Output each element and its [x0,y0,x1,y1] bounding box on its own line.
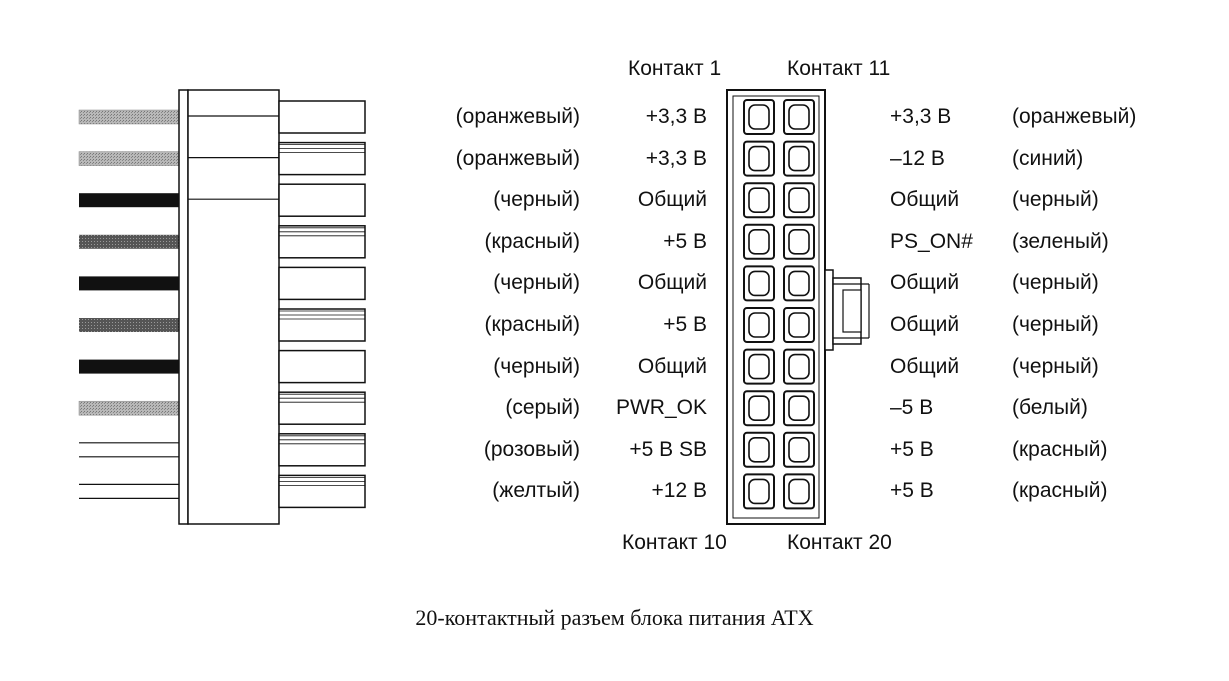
side-terminal [278,349,366,384]
left-wire-color: (красный) [484,229,580,253]
right-wire-color: (синий) [1012,146,1084,170]
side-terminal [278,141,366,176]
wire [78,400,180,416]
pin-left-column [743,431,775,468]
pin-left-column [743,140,775,177]
right-pin-signal: +5 В [890,479,934,503]
figure-caption: 20-контактный разъем блока питания ATX [415,605,814,630]
wire [79,276,179,291]
header-contact-20: Контакт 20 [787,531,892,554]
pin-left-column [743,348,775,385]
header-contact-1: Контакт 1 [628,57,722,80]
left-pin-signal: +12 В [651,479,707,503]
pin-right-column [783,99,815,135]
left-wire-color: (серый) [505,396,580,420]
left-wire-color: (черный) [493,354,580,378]
pin-left-column [743,182,775,219]
pin-left-column [743,265,775,302]
right-wire-color: (черный) [1012,188,1099,212]
connector-front-face [726,89,870,525]
pin-right-column [783,473,815,510]
header-contact-10: Контакт 10 [622,531,727,554]
wire [79,483,179,499]
left-pin-signal: +3,3 В [645,105,707,128]
side-terminal [278,266,366,301]
right-pin-signal: +5 В [890,437,934,461]
right-wire-color: (черный) [1012,354,1099,378]
left-pin-signal: +5 В [663,313,707,336]
right-wire-color: (оранжевый) [1012,105,1137,128]
side-terminal [278,308,366,342]
right-pin-signal: Общий [890,188,960,212]
right-pin-signal: PS_ON# [890,229,973,253]
left-wire-color: (оранжевый) [455,146,580,170]
right-wire-color: (красный) [1012,437,1108,461]
left-wire-color: (красный) [484,313,580,336]
pin-left-column [743,223,775,260]
wire [78,151,180,166]
side-terminal [278,391,366,425]
header-contact-11: Контакт 11 [787,57,891,80]
wire [78,109,180,125]
right-wire-color: (красный) [1012,479,1108,503]
left-wire-color: (розовый) [483,437,580,461]
left-pin-signal: Общий [637,188,707,212]
left-pin-signal: +5 В [663,229,707,253]
side-terminal [278,433,366,467]
pin-left-column [743,307,775,343]
wire [79,234,179,249]
wire-bundle [78,109,180,499]
pin-right-column [783,431,815,468]
right-pin-signal: Общий [890,354,960,378]
left-pin-signal: Общий [637,354,707,378]
left-wire-color: (черный) [493,271,580,295]
right-pin-signal: Общий [890,313,960,336]
right-pin-signal: –12 В [890,146,945,170]
wire [79,442,179,458]
pin-right-column [783,348,815,385]
connector-side-housing [178,89,366,525]
pin-left-column [743,390,775,427]
left-wire-color: (черный) [493,188,580,212]
left-pin-signal: PWR_OK [615,396,707,420]
wire [79,193,179,208]
side-terminal [278,183,366,217]
left-pin-signal: +5 В SB [629,437,707,461]
pin-left-column [743,473,775,510]
pin-right-column [783,223,815,260]
wire [79,359,179,374]
side-terminal [278,474,366,509]
side-terminal [278,225,366,259]
latch [824,269,870,351]
right-wire-color: (зеленый) [1012,229,1109,253]
pin-right-column [783,265,815,302]
right-pin-signal: +3,3 В [890,105,952,128]
pin-right-column [783,140,815,177]
right-wire-color: (черный) [1012,313,1099,336]
right-wire-color: (белый) [1012,396,1088,420]
pin-right-column [783,307,815,343]
left-wire-color: (оранжевый) [455,105,580,128]
pin-right-column [783,182,815,219]
left-wire-color: (желтый) [492,479,580,503]
pin-right-column [783,390,815,427]
left-pin-signal: Общий [637,271,707,295]
side-terminal [278,100,366,134]
wire [79,318,179,332]
right-pin-signal: Общий [890,271,960,295]
left-pin-signal: +3,3 В [645,146,707,170]
right-wire-color: (черный) [1012,271,1099,295]
right-pin-signal: –5 В [890,396,934,420]
pin-left-column [743,99,775,135]
